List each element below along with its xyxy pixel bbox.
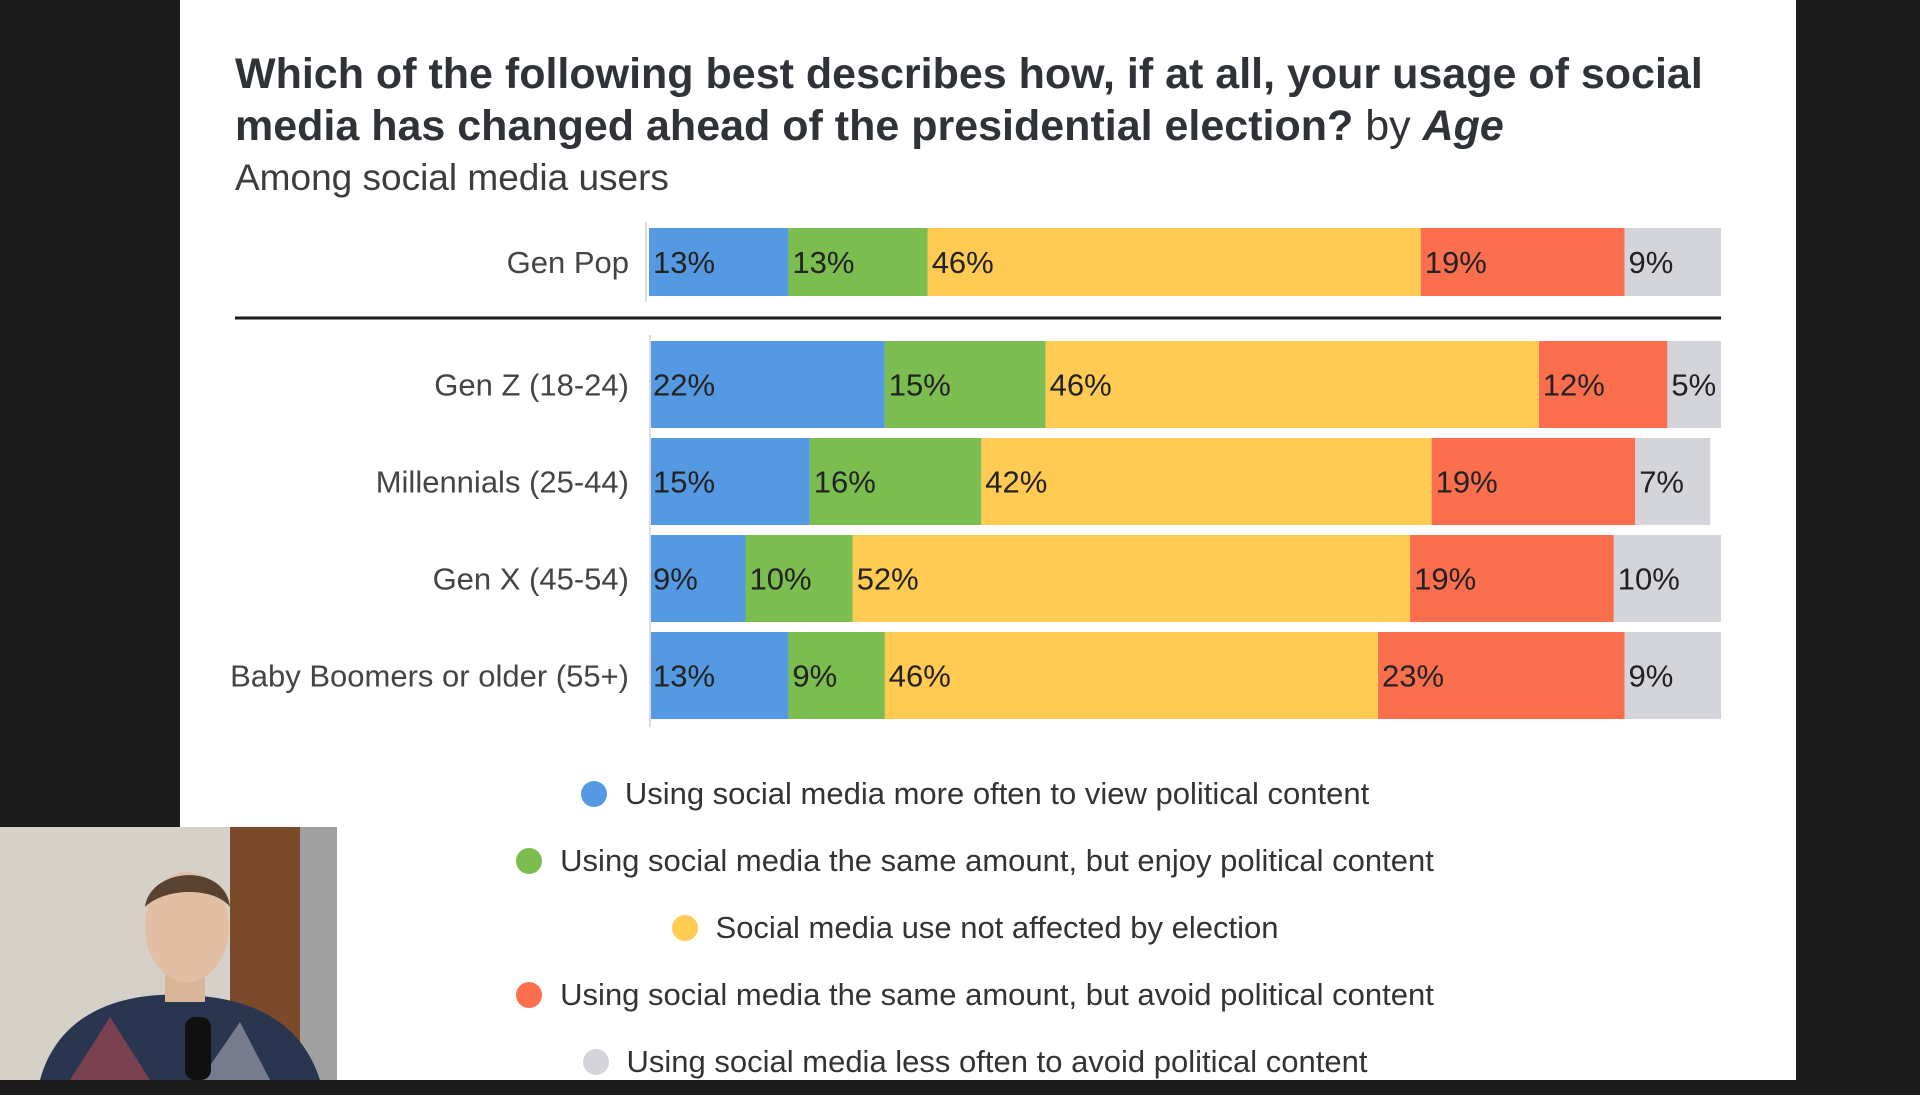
bar-gen-z-18-24-series-2	[884, 341, 1046, 428]
bar-millennials-25-44-series-1	[649, 438, 810, 525]
legend-item: Social media use not affected by electio…	[235, 894, 1715, 961]
person-webcam-icon	[0, 827, 337, 1080]
bar-gen-x-45-54-series-3	[852, 535, 1411, 622]
data-label-gen-x-45-54-series-5: 10%	[1618, 562, 1680, 597]
data-label-gen-pop-series-4: 19%	[1425, 245, 1487, 280]
category-label-baby-boomers-or-older-55: Baby Boomers or older (55+)	[230, 659, 629, 694]
data-label-gen-x-45-54-series-4: 19%	[1414, 562, 1476, 597]
chart-title: Which of the following best describes ho…	[235, 48, 1715, 152]
data-label-gen-pop-series-2: 13%	[792, 245, 854, 280]
bar-baby-boomers-or-older-55-series-1	[649, 632, 789, 719]
legend-dot-icon	[516, 981, 543, 1008]
data-label-gen-z-18-24-series-3: 46%	[1050, 368, 1112, 403]
data-label-baby-boomers-or-older-55-series-4: 23%	[1382, 659, 1444, 694]
category-label-gen-z-18-24: Gen Z (18-24)	[434, 368, 629, 403]
chart-subtitle: Among social media users	[235, 157, 669, 198]
bar-millennials-25-44-series-4	[1431, 438, 1636, 525]
legend-item: Using social media more often to view po…	[235, 760, 1715, 827]
legend-label: Using social media the same amount, but …	[560, 842, 1434, 878]
legend-dot-icon	[580, 780, 607, 807]
data-label-baby-boomers-or-older-55-series-1: 13%	[653, 659, 715, 694]
data-label-gen-z-18-24-series-5: 5%	[1671, 368, 1716, 403]
bar-gen-x-45-54-series-4	[1410, 535, 1614, 622]
category-label-gen-x-45-54: Gen X (45-54)	[433, 562, 629, 597]
category-label-gen-pop: Gen Pop	[507, 245, 629, 280]
legend-label: Using social media less often to avoid p…	[626, 1043, 1368, 1079]
legend-label: Using social media the same amount, but …	[560, 976, 1434, 1012]
bar-baby-boomers-or-older-55-series-2	[788, 632, 885, 719]
legend-item: Using social media less often to avoid p…	[235, 1028, 1715, 1095]
data-label-baby-boomers-or-older-55-series-3: 46%	[889, 659, 951, 694]
data-label-gen-x-45-54-series-3: 52%	[857, 562, 919, 597]
legend-label: Using social media more often to view po…	[624, 775, 1370, 811]
legend-item: Using social media the same amount, but …	[235, 827, 1715, 894]
data-label-gen-pop-series-1: 13%	[653, 245, 715, 280]
data-label-millennials-25-44-series-2: 16%	[814, 465, 876, 500]
bar-gen-x-45-54-series-5	[1613, 535, 1721, 622]
bar-gen-pop-series-4	[1420, 228, 1625, 296]
bar-gen-z-18-24-series-5	[1667, 341, 1721, 428]
title-by-term: Age	[1422, 102, 1504, 150]
bar-baby-boomers-or-older-55-series-5	[1624, 632, 1721, 719]
bar-gen-x-45-54-series-1	[649, 535, 746, 622]
chart-legend: Using social media more often to view po…	[235, 760, 1715, 1095]
bar-baby-boomers-or-older-55-series-3	[884, 632, 1378, 719]
data-label-gen-x-45-54-series-2: 10%	[750, 562, 812, 597]
data-label-millennials-25-44-series-5: 7%	[1639, 465, 1684, 500]
bar-gen-pop-series-5	[1624, 228, 1721, 296]
data-label-baby-boomers-or-older-55-series-5: 9%	[1629, 659, 1674, 694]
data-label-gen-z-18-24-series-2: 15%	[889, 368, 951, 403]
bar-gen-z-18-24-series-4	[1538, 341, 1668, 428]
bar-millennials-25-44-series-3	[981, 438, 1432, 525]
data-label-gen-pop-series-5: 9%	[1629, 245, 1674, 280]
data-label-gen-z-18-24-series-4: 12%	[1543, 368, 1605, 403]
bar-gen-x-45-54-series-2	[745, 535, 853, 622]
data-label-millennials-25-44-series-3: 42%	[985, 465, 1047, 500]
category-label-millennials-25-44: Millennials (25-44)	[376, 465, 629, 500]
data-label-gen-x-45-54-series-1: 9%	[653, 562, 698, 597]
webcam-overlay	[0, 827, 337, 1080]
data-label-baby-boomers-or-older-55-series-2: 9%	[792, 659, 837, 694]
title-by: by	[1365, 102, 1411, 150]
data-label-gen-pop-series-3: 46%	[932, 245, 994, 280]
data-label-millennials-25-44-series-4: 19%	[1436, 465, 1498, 500]
legend-item: Using social media the same amount, but …	[235, 961, 1715, 1028]
bar-gen-pop-series-2	[788, 228, 928, 296]
legend-dot-icon	[582, 1048, 609, 1075]
bar-gen-z-18-24-series-3	[1045, 341, 1539, 428]
legend-dot-icon	[516, 847, 543, 874]
bar-gen-pop-series-3	[927, 228, 1421, 296]
data-label-gen-z-18-24-series-1: 22%	[653, 368, 715, 403]
data-label-millennials-25-44-series-1: 15%	[653, 465, 715, 500]
bar-gen-z-18-24-series-1	[649, 341, 885, 428]
bar-millennials-25-44-series-5	[1635, 438, 1711, 525]
bar-millennials-25-44-series-2	[809, 438, 982, 525]
bar-baby-boomers-or-older-55-series-4	[1378, 632, 1625, 719]
title-main: Which of the following best describes ho…	[235, 50, 1703, 150]
bar-gen-pop-series-1	[649, 228, 789, 296]
legend-label: Social media use not affected by electio…	[715, 909, 1279, 945]
legend-dot-icon	[671, 914, 698, 941]
